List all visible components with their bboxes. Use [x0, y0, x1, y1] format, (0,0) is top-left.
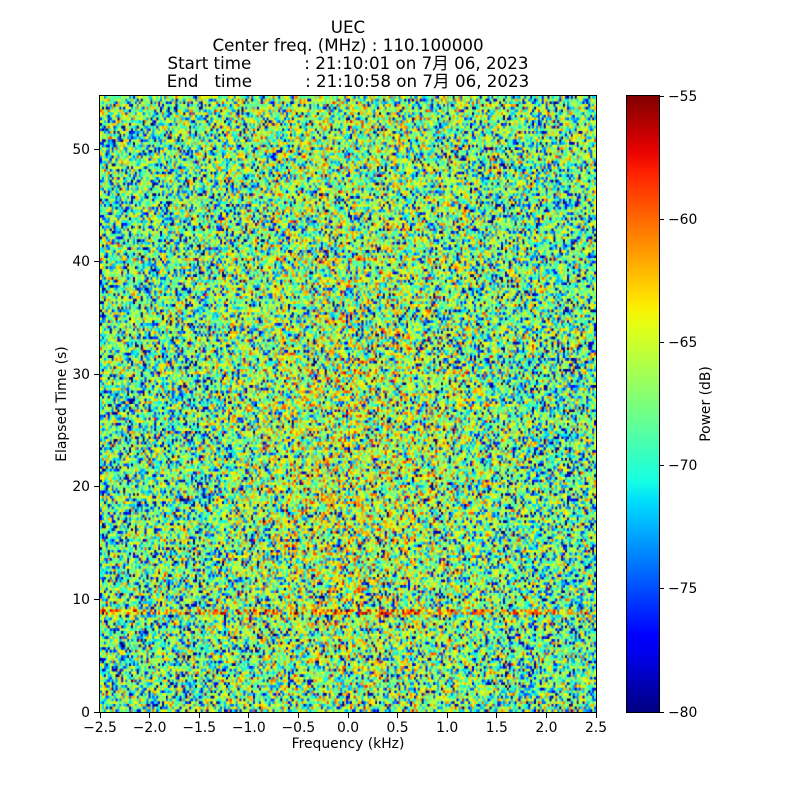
x-axis-label: Frequency (kHz) [291, 736, 405, 752]
x-tick-mark [545, 713, 547, 718]
x-tick-mark [149, 713, 151, 718]
x-tick-label: −0.5 [281, 720, 316, 737]
x-tick-label: 2.5 [584, 720, 608, 737]
y-tick-mark [94, 261, 99, 263]
colorbar-tick-mark [659, 465, 664, 467]
plot-axes-frame [99, 95, 597, 713]
y-tick-mark [94, 373, 99, 375]
y-tick-mark [94, 148, 99, 150]
x-tick-label: −2.0 [132, 720, 167, 737]
spectrogram-heatmap [100, 96, 596, 712]
x-tick-label: 1.0 [436, 720, 459, 737]
x-tick-mark [397, 713, 399, 718]
x-tick-mark [347, 713, 349, 718]
y-axis-label: Elapsed Time (s) [54, 346, 71, 462]
x-tick-mark [198, 713, 200, 718]
x-tick-mark [297, 713, 299, 718]
title-line-3: Start time : 21:10:01 on 7月 06, 2023 [167, 53, 529, 74]
y-tick-label: 20 [72, 479, 90, 496]
colorbar-tick-mark [659, 218, 664, 220]
y-tick-label: 10 [72, 591, 90, 608]
colorbar-tick-mark [659, 95, 664, 97]
colorbar-label: Power (dB) [697, 366, 714, 442]
x-tick-mark [99, 713, 101, 718]
y-tick-mark [94, 598, 99, 600]
y-tick-mark [94, 711, 99, 713]
title-line-2: Center freq. (MHz) : 110.100000 [212, 35, 484, 56]
colorbar-tick-mark [659, 588, 664, 590]
title-block: UEC Center freq. (MHz) : 110.100000 Star… [100, 18, 596, 90]
y-tick-mark [94, 486, 99, 488]
colorbar-tick-label: −75 [668, 581, 698, 598]
x-tick-mark [595, 713, 597, 718]
y-tick-label: 0 [81, 704, 90, 721]
x-tick-label: −1.5 [182, 720, 217, 737]
title-line-1: UEC [330, 17, 366, 37]
x-tick-mark [496, 713, 498, 718]
colorbar-tick-mark [659, 711, 664, 713]
y-tick-label: 30 [72, 366, 90, 383]
colorbar-tick-mark [659, 341, 664, 343]
colorbar-tick-label: −55 [668, 88, 698, 105]
x-tick-label: −2.5 [83, 720, 117, 737]
title-line-4: End time : 21:10:58 on 7月 06, 2023 [166, 71, 530, 92]
x-tick-mark [446, 713, 448, 718]
colorbar [626, 95, 660, 713]
x-tick-label: 0.5 [386, 720, 409, 737]
x-tick-label: 2.0 [535, 720, 558, 737]
x-tick-label: −1.0 [231, 720, 266, 737]
y-tick-label: 40 [72, 254, 90, 271]
colorbar-tick-label: −60 [668, 211, 698, 228]
x-tick-label: 1.5 [485, 720, 508, 737]
x-tick-mark [248, 713, 250, 718]
colorbar-tick-label: −65 [668, 334, 698, 351]
y-tick-label: 50 [72, 141, 90, 158]
colorbar-tick-label: −80 [668, 704, 698, 721]
colorbar-tick-label: −70 [668, 458, 698, 475]
colorbar-gradient [627, 96, 659, 712]
x-tick-label: 0.0 [336, 720, 360, 737]
